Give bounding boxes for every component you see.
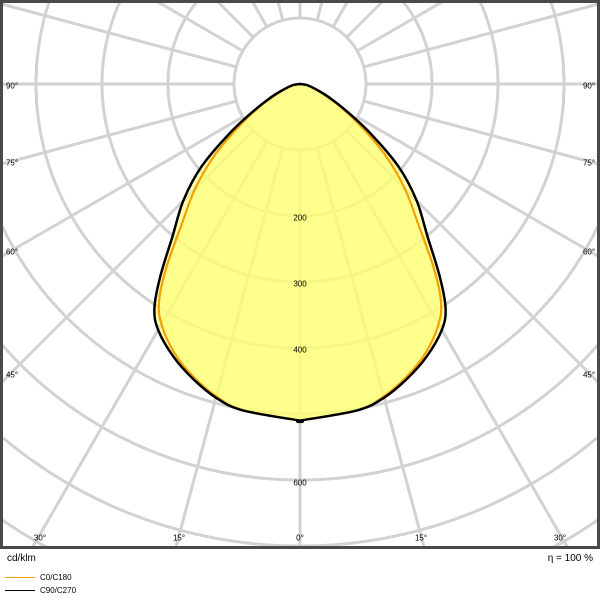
angle-label: 75° — [5, 158, 19, 168]
angle-label: 30° — [553, 533, 567, 543]
legend-item-c0-c180: C0/C180 — [5, 573, 72, 582]
grid-spoke — [331, 0, 350, 28]
chart-frame — [0, 0, 600, 549]
grid-spoke — [345, 0, 386, 39]
unit-label: cd/klm — [7, 553, 36, 564]
legend-swatch — [5, 577, 35, 578]
grid-spoke — [363, 2, 600, 69]
grid-spoke — [0, 2, 237, 69]
efficiency-label: η = 100 % — [547, 553, 593, 564]
angle-label: 90° — [582, 81, 596, 91]
angle-label: 60° — [582, 247, 596, 257]
series-fill-1 — [154, 83, 446, 422]
grid-spoke — [250, 0, 269, 28]
polar-chart: 200 300 400 600 90° 75° 60° 45° 90° 75° … — [0, 0, 600, 549]
series-line-c90-c270 — [153, 82, 447, 424]
radial-tick-label: 600 — [293, 478, 307, 488]
grid-spoke — [356, 0, 447, 53]
legend-swatch — [5, 590, 35, 591]
radial-tick-label: 300 — [293, 279, 307, 289]
grid-spoke — [276, 0, 285, 21]
angle-label: 15° — [414, 533, 428, 543]
radial-tick-label: 200 — [293, 213, 307, 223]
grid-spoke — [363, 99, 600, 166]
angle-label: 30° — [33, 533, 47, 543]
grid-ring — [0, 342, 600, 482]
angle-label: 0° — [296, 533, 304, 543]
legend-label: C0/C180 — [40, 573, 72, 582]
angle-label: 90° — [5, 81, 19, 91]
grid-spoke — [153, 0, 244, 53]
radial-tick-label: 400 — [293, 345, 307, 355]
grid-spoke — [356, 115, 600, 259]
legend-label: C90/C270 — [40, 586, 77, 595]
grid-ring — [0, 517, 600, 549]
grid-spoke — [0, 115, 244, 259]
grid-spoke — [315, 0, 324, 21]
polar-plot — [0, 0, 600, 549]
angle-label: 45° — [582, 370, 596, 380]
angle-label: 75° — [582, 158, 596, 168]
grid-spoke — [214, 0, 255, 39]
grid-spoke — [0, 99, 237, 166]
angle-label: 45° — [5, 370, 19, 380]
angle-label: 15° — [172, 533, 186, 543]
legend-item-c90-c270: C90/C270 — [5, 586, 76, 595]
angle-label: 60° — [5, 247, 19, 257]
